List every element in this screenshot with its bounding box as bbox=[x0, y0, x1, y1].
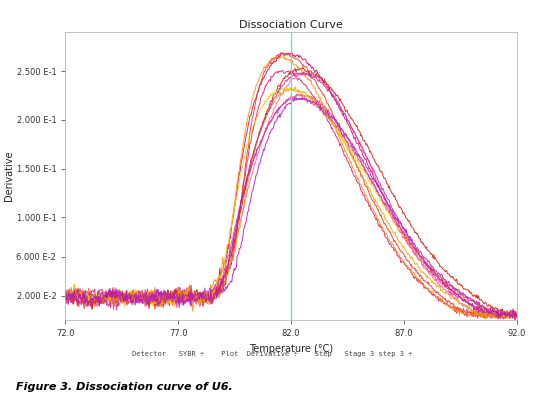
X-axis label: Temperature (°C): Temperature (°C) bbox=[249, 344, 333, 354]
Title: Dissociation Curve: Dissociation Curve bbox=[239, 20, 343, 30]
Text: Figure 3. Dissociation curve of U6.: Figure 3. Dissociation curve of U6. bbox=[16, 382, 233, 392]
Text: Detector   SYBR ÷    Plot  Derivative ÷    Step   Stage 3 step 3 ÷: Detector SYBR ÷ Plot Derivative ÷ Step S… bbox=[132, 351, 412, 357]
Y-axis label: Derivative: Derivative bbox=[4, 151, 14, 201]
